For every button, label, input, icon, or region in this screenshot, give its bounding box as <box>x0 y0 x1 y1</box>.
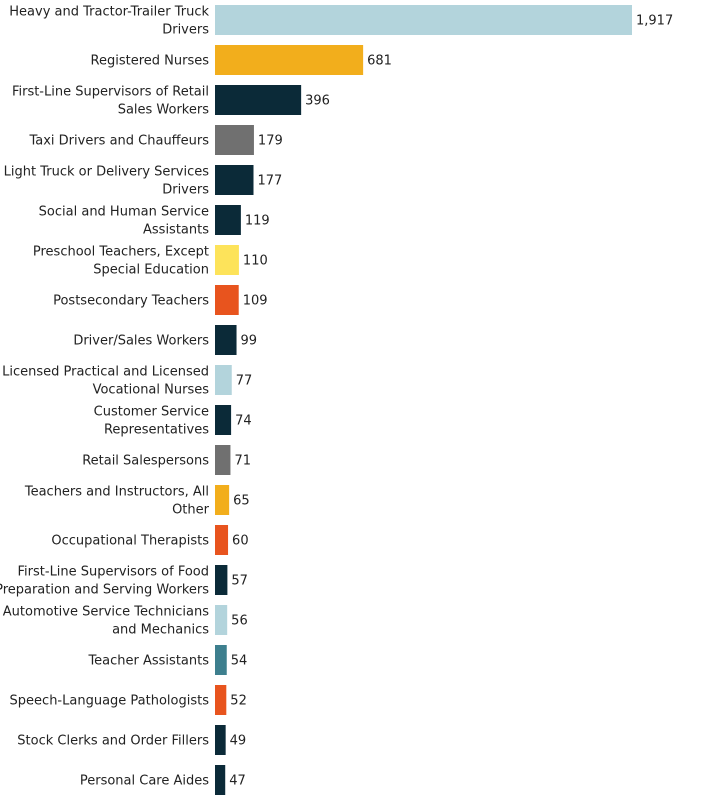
bar-18 <box>215 685 227 715</box>
category-label-14-line-1: Occupational Therapists <box>51 534 209 549</box>
value-label-10: 77 <box>236 374 253 389</box>
value-label-8: 109 <box>243 294 268 309</box>
value-label-13: 65 <box>233 494 250 509</box>
category-label-20-line-1: Personal Care Aides <box>80 774 209 789</box>
category-label-5-line-2: Drivers <box>162 183 209 198</box>
category-label-2-line-1: Registered Nurses <box>91 54 210 69</box>
category-label-8-line-1: Postsecondary Teachers <box>53 294 209 309</box>
category-label-9-line-1: Driver/Sales Workers <box>73 334 209 349</box>
category-label-10-line-1: Licensed Practical and Licensed <box>2 365 209 380</box>
category-label-5-line-1: Light Truck or Delivery Services <box>4 165 210 180</box>
category-label-3-line-2: Sales Workers <box>118 103 210 118</box>
category-label-17-line-1: Teacher Assistants <box>87 654 209 669</box>
category-label-15-line-1: First-Line Supervisors of Food <box>18 565 209 580</box>
bar-20 <box>215 765 226 795</box>
category-label-1-line-2: Drivers <box>162 23 209 38</box>
bar-16 <box>215 605 228 635</box>
category-label-15-line-2: Preparation and Serving Workers <box>0 583 209 598</box>
category-label-16-line-2: and Mechanics <box>112 623 209 638</box>
value-label-2: 681 <box>367 54 392 69</box>
bar-7 <box>215 245 239 275</box>
value-label-15: 57 <box>231 574 248 589</box>
category-label-3-line-1: First-Line Supervisors of Retail <box>12 85 209 100</box>
bar-10 <box>215 365 232 395</box>
bar-13 <box>215 485 230 515</box>
category-label-7-line-2: Special Education <box>93 263 209 278</box>
value-label-6: 119 <box>245 214 270 229</box>
bar-4 <box>215 125 254 155</box>
bar-14 <box>215 525 229 555</box>
category-label-7-line-1: Preschool Teachers, Except <box>33 245 209 260</box>
value-label-18: 52 <box>230 694 247 709</box>
category-label-4-line-1: Taxi Drivers and Chauffeurs <box>28 134 209 149</box>
value-label-3: 396 <box>305 94 330 109</box>
category-label-11-line-1: Customer Service <box>94 405 209 420</box>
bar-9 <box>215 325 237 355</box>
bar-15 <box>215 565 228 595</box>
bar-3 <box>215 85 302 115</box>
category-label-12-line-1: Retail Salespersons <box>82 454 209 469</box>
bar-1 <box>215 5 632 35</box>
category-label-6-line-1: Social and Human Service <box>39 205 209 220</box>
value-label-17: 54 <box>231 654 248 669</box>
category-label-13-line-1: Teachers and Instructors, All <box>24 485 209 500</box>
value-label-7: 110 <box>243 254 268 269</box>
value-label-5: 177 <box>258 174 283 189</box>
bar-11 <box>215 405 232 435</box>
category-label-19-line-1: Stock Clerks and Order Fillers <box>17 734 209 749</box>
category-label-16-line-1: Automotive Service Technicians <box>3 605 209 620</box>
bar-2 <box>215 45 364 75</box>
category-label-11-line-2: Representatives <box>104 423 209 438</box>
category-label-1-line-1: Heavy and Tractor-Trailer Truck <box>9 5 209 20</box>
value-label-19: 49 <box>230 734 247 749</box>
value-label-11: 74 <box>235 414 252 429</box>
bar-19 <box>215 725 226 755</box>
value-label-12: 71 <box>234 454 251 469</box>
category-label-10-line-2: Vocational Nurses <box>93 383 210 398</box>
bar-6 <box>215 205 241 235</box>
value-label-4: 179 <box>258 134 283 149</box>
category-label-13-line-2: Other <box>172 503 210 518</box>
bar-8 <box>215 285 239 315</box>
category-label-18-line-1: Speech-Language Pathologists <box>10 694 210 709</box>
bar-5 <box>215 165 254 195</box>
bar-12 <box>215 445 231 475</box>
bar-17 <box>215 645 227 675</box>
value-label-16: 56 <box>231 614 248 629</box>
value-label-9: 99 <box>241 334 258 349</box>
value-label-14: 60 <box>232 534 249 549</box>
category-label-6-line-2: Assistants <box>143 223 209 238</box>
value-label-20: 47 <box>229 774 246 789</box>
value-label-1: 1,917 <box>636 14 673 29</box>
